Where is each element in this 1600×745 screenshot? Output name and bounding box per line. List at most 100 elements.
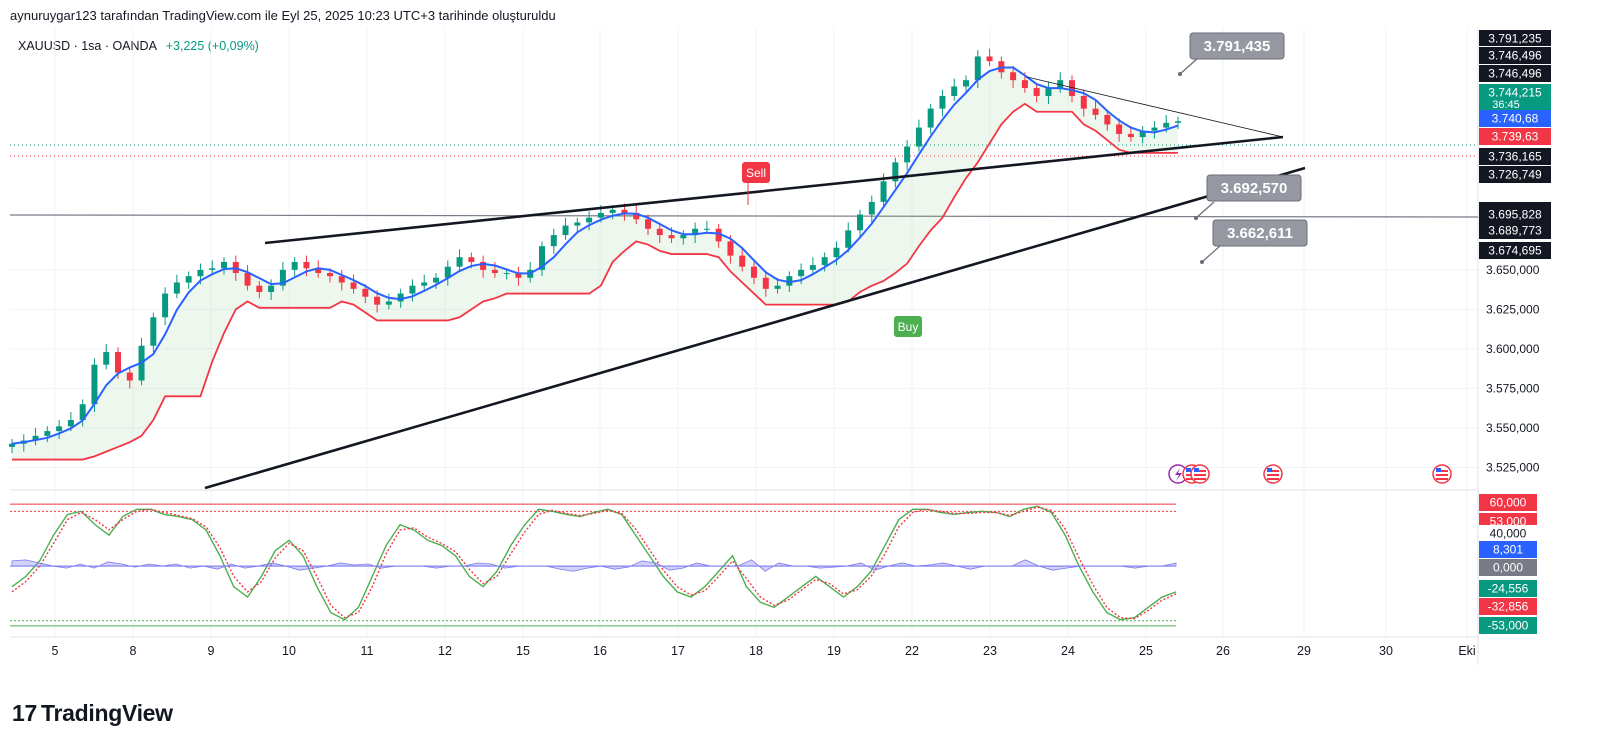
oscillator-badge — [1479, 541, 1537, 558]
oscillator-badge-label: -24,556 — [1488, 582, 1529, 596]
price-badge — [1479, 222, 1551, 239]
time-axis-label: 9 — [208, 644, 215, 658]
candle — [385, 301, 392, 305]
candle — [1033, 88, 1040, 96]
us-flag-icon — [1190, 464, 1210, 484]
candle — [126, 372, 133, 381]
candle — [1139, 130, 1146, 138]
time-axis-label: 16 — [593, 644, 607, 658]
oscillator-badge-label: 60,000 — [1490, 496, 1527, 510]
oscillator-badge-label: 40,000 — [1490, 527, 1527, 541]
candle — [56, 426, 63, 432]
candle — [162, 293, 169, 318]
candle — [338, 276, 345, 283]
buy-signal-label: Buy — [898, 320, 919, 334]
candle — [315, 268, 322, 274]
candle — [67, 420, 74, 427]
candle — [468, 257, 475, 262]
candle — [715, 228, 722, 242]
callout-1: 3.791,435 — [1178, 32, 1285, 76]
price-axis: 3.525,000 3.550,000 3.575,000 3.600,000 3.62… — [1486, 263, 1540, 475]
price-badge — [1479, 148, 1551, 165]
time-axis-label: 5 — [52, 644, 59, 658]
sell-signal-badge — [742, 162, 770, 183]
candle — [762, 277, 769, 289]
price-axis-label: 3.525,000 — [1486, 460, 1540, 474]
candle — [515, 273, 522, 278]
time-axis-label: 25 — [1139, 644, 1153, 658]
candle — [374, 296, 381, 305]
tradingview-logo-icon: 17 — [12, 700, 37, 726]
candle — [1127, 133, 1134, 138]
price-badge — [1479, 166, 1551, 183]
candle — [1104, 114, 1111, 125]
price-badge-label: 3.746,496 — [1488, 67, 1542, 81]
candle — [798, 269, 805, 277]
candle — [586, 217, 593, 223]
supertrend-line — [12, 102, 1178, 461]
candle — [79, 404, 86, 421]
candle — [291, 261, 298, 270]
candle — [303, 261, 310, 269]
candle — [739, 255, 746, 267]
candle — [1010, 72, 1017, 81]
callout-value-2: 3.692,570 — [1221, 180, 1288, 197]
candle — [279, 269, 286, 286]
time-axis-label: 18 — [749, 644, 763, 658]
time-axis-label: 26 — [1216, 644, 1230, 658]
candle — [103, 352, 110, 365]
moving-average-line — [11, 66, 1179, 445]
candle — [9, 443, 15, 447]
symbol-info[interactable]: XAUUSD · 1sa · OANDA +3,225 (+0,09%) — [18, 39, 259, 53]
candle — [809, 265, 816, 270]
price-badge-label: 3.726,749 — [1488, 168, 1542, 182]
oscillator-badge-label: 8,301 — [1493, 543, 1523, 557]
candle — [574, 222, 581, 226]
time-axis-label: 22 — [905, 644, 919, 658]
candle — [91, 364, 98, 405]
indicator-lines — [11, 66, 1179, 461]
price-badge-label: 3.740,68 — [1492, 112, 1539, 126]
price-badge — [1479, 110, 1551, 127]
candle — [185, 276, 192, 283]
time-axis-label: 17 — [671, 644, 685, 658]
oscillator-badge-label: -32,856 — [1488, 600, 1529, 614]
price-badge-label: 3.674,695 — [1488, 244, 1542, 258]
candle — [480, 261, 487, 270]
candle — [1080, 95, 1087, 109]
buy-signal: Buy — [894, 316, 922, 337]
candle — [539, 246, 545, 270]
candle — [409, 285, 416, 294]
callout-value-3: 3.662,611 — [1227, 225, 1293, 242]
time-axis: 5 8 9 10 11 12 15 16 17 18 19 22 23 24 25 26 29 30 Eki — [52, 644, 1476, 658]
candle — [1069, 80, 1075, 96]
price-badge-label: 3.689,773 — [1488, 224, 1542, 238]
candle — [197, 269, 204, 277]
candle — [350, 282, 357, 289]
candle — [633, 212, 640, 220]
price-badge — [1479, 206, 1551, 223]
candle — [621, 209, 628, 213]
time-axis-label: 11 — [361, 644, 374, 658]
candle — [421, 282, 428, 286]
tradingview-brand[interactable]: 17 TradingView — [12, 700, 173, 727]
candle — [963, 80, 969, 87]
candle — [927, 108, 934, 128]
candle — [645, 219, 651, 229]
candle — [503, 273, 510, 275]
candle — [150, 317, 157, 346]
price-badge-label: 3.736,165 — [1488, 150, 1542, 164]
price-axis-label: 3.600,000 — [1486, 342, 1540, 356]
oscillator-badges: 60,00053,00040,0008,3010,000-24,556-32,8… — [1479, 494, 1537, 634]
candle — [939, 95, 946, 109]
candle — [727, 241, 734, 256]
candle — [550, 235, 557, 247]
event-icons — [1168, 464, 1452, 484]
price-badge — [1479, 128, 1551, 145]
time-axis-label: 8 — [130, 644, 137, 658]
price-badge-label: 3.744,215 — [1488, 86, 1542, 100]
candle — [868, 201, 875, 215]
time-axis-label: Eki — [1458, 644, 1475, 658]
trend-cloud — [12, 67, 1178, 460]
